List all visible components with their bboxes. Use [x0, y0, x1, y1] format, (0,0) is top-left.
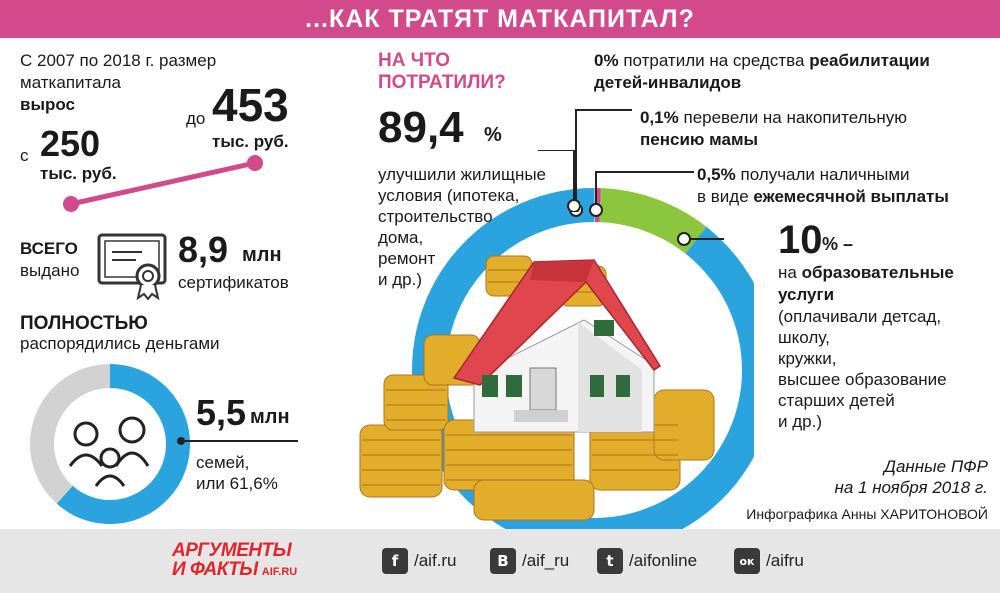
monthly-text-a: получали наличными: [740, 165, 910, 184]
cert-label-line2: выдано: [20, 261, 80, 280]
education-value: 10: [778, 218, 823, 262]
monthly-text-c: ежемесячной выплаты: [753, 187, 949, 206]
social-facebook[interactable]: f /aif.ru: [382, 548, 457, 574]
to-unit: тыс. руб.: [212, 132, 289, 151]
fully-used-subtitle: распорядились деньгами: [20, 334, 220, 353]
donut-slice-3: [412, 188, 754, 530]
families-caption-line1: семей,: [196, 453, 250, 472]
logo-line2: И ФАКТЫ: [172, 559, 258, 580]
spending-pointers: [569, 109, 724, 246]
cert-label-line1: ВСЕГО: [20, 239, 78, 258]
education-detail-line: (оплачивали детсад,: [778, 307, 942, 326]
social-handle: /aifonline: [629, 551, 698, 570]
rehab-text-c: детей-инвалидов: [594, 73, 742, 92]
rehab-value: 0%: [594, 51, 619, 70]
page-title: ...КАК ТРАТЯТ МАТКАПИТАЛ?: [305, 5, 695, 33]
families-pointer: [177, 437, 298, 445]
odnoklassniki-icon: ок: [734, 548, 760, 574]
families-unit: млн: [250, 406, 290, 428]
education-line2: услуги: [778, 285, 835, 304]
to-value: 453: [212, 79, 289, 131]
from-prefix: с: [20, 146, 29, 165]
families-value: 5,5: [196, 392, 247, 433]
housing-pointer: [538, 150, 580, 212]
housing-line: условия (ипотека,: [378, 186, 520, 205]
education-line1-b: образовательные: [801, 263, 954, 282]
education-line1: на образовательные: [778, 262, 954, 283]
logo-line1: АРГУМЕНТЫ: [172, 540, 292, 561]
facebook-icon: f: [382, 548, 408, 574]
housing-unit: %: [484, 124, 502, 146]
monthly-value: 0,5%: [697, 165, 736, 184]
growth-start-dot: [63, 196, 79, 212]
from-value: 250: [40, 123, 101, 164]
to-prefix: до: [186, 109, 206, 128]
monthly-callout: 0,5% получали наличными: [697, 164, 910, 185]
source-line2: на 1 ноября 2018 г.: [834, 478, 988, 497]
housing-text: улучшили жилищные условия (ипотека, стро…: [378, 164, 546, 290]
logo-site: AIF.RU: [261, 566, 298, 578]
aif-logo[interactable]: АРГУМЕНТЫ И ФАКТЫ AIF.RU: [172, 541, 332, 581]
growth-intro-line2: маткапитала: [20, 73, 121, 92]
rehab-callout: 0% потратили на средства реабилитации: [594, 50, 930, 71]
growth-intro-line3: вырос: [20, 95, 75, 114]
social-vk[interactable]: B /aif_ru: [490, 548, 569, 574]
donut-slice-0: [56, 364, 190, 524]
growth-connector: [70, 160, 256, 207]
education-line1-a: на: [778, 263, 797, 282]
education-details: (оплачивали детсад, школу, кружки, высше…: [778, 306, 947, 432]
housing-value: 89,4: [378, 103, 464, 152]
donut-slice-1: [30, 364, 111, 504]
growth-line: [63, 155, 263, 212]
education-detail-line: высшее образование: [778, 370, 947, 389]
education-detail-line: и др.): [778, 412, 822, 431]
header-bar: [0, 0, 1000, 38]
housing-line: дома,: [378, 228, 424, 247]
social-handle: /aifru: [766, 551, 804, 570]
pension-text-b: пенсию мамы: [640, 130, 759, 149]
fully-used-title: ПОЛНОСТЬЮ: [20, 313, 148, 334]
coin-stacks-illustration: [359, 255, 715, 521]
social-handle: /aif.ru: [414, 551, 457, 570]
rehab-text-a: потратили на средства: [623, 51, 805, 70]
housing-line: строительство: [378, 207, 493, 226]
growth-intro-line1: С 2007 по 2018 г. размер: [20, 51, 217, 70]
social-twitter[interactable]: t /aifonline: [597, 548, 697, 574]
housing-line: улучшили жилищные: [378, 165, 547, 184]
monthly-callout-2: в виде ежемесячной выплаты: [697, 186, 949, 207]
credit: Инфографика Анны ХАРИТОНОВОЙ: [746, 506, 988, 522]
twitter-icon: t: [597, 548, 623, 574]
cert-unit: млн: [242, 244, 282, 266]
spending-donut: [359, 187, 754, 530]
spending-title-line2: ПОТРАТИЛИ?: [378, 72, 506, 93]
cert-value: 8,9: [178, 229, 229, 270]
source-line1: Данные ПФР: [884, 457, 988, 476]
education-unit: % –: [822, 234, 854, 254]
pension-text-a: перевели на накопительную: [683, 108, 908, 127]
cert-caption: сертификатов: [178, 273, 289, 292]
house-illustration: [452, 259, 662, 433]
growth-end-dot: [247, 155, 263, 171]
families-caption-line2: или 61,6%: [196, 474, 278, 493]
pension-value: 0,1%: [640, 108, 679, 127]
family-icon: [68, 416, 150, 487]
housing-line: ремонт: [378, 249, 436, 268]
social-handle: /aif_ru: [522, 551, 570, 570]
social-odnoklassniki[interactable]: ок /aifru: [734, 548, 804, 574]
certificate-icon: [97, 233, 167, 300]
vk-icon: B: [490, 548, 516, 574]
education-detail-line: кружки,: [778, 349, 837, 368]
rehab-text-b: реабилитации: [809, 51, 930, 70]
from-unit: тыс. руб.: [40, 164, 117, 183]
monthly-text-b: в виде: [697, 187, 749, 206]
education-detail-line: старших детей: [778, 391, 895, 410]
housing-line: и др.): [378, 270, 422, 289]
spending-title-line1: НА ЧТО: [378, 50, 450, 71]
pension-callout: 0,1% перевели на накопительную: [640, 107, 907, 128]
education-detail-line: школу,: [778, 328, 830, 347]
source-note: Данные ПФР на 1 ноября 2018 г.: [834, 456, 988, 498]
families-donut: [30, 364, 190, 524]
